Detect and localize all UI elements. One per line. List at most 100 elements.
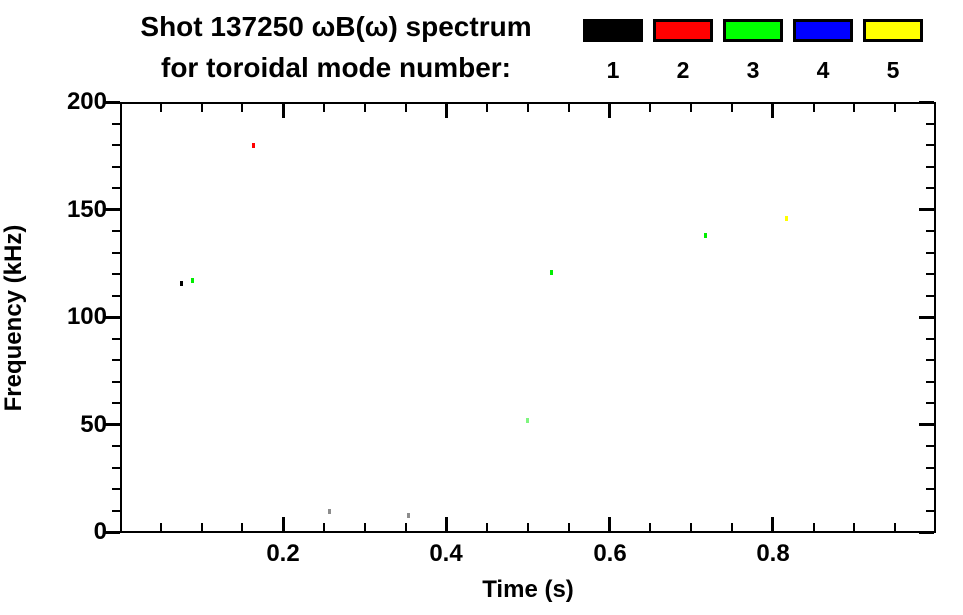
y-minor-tick bbox=[112, 381, 120, 383]
y-minor-tick bbox=[112, 467, 120, 469]
x-minor-tick-top bbox=[241, 104, 243, 112]
y-minor-tick-right bbox=[926, 381, 934, 383]
x-major-tick-top bbox=[771, 104, 774, 118]
spectrum-point-mode-3 bbox=[704, 233, 707, 238]
legend-swatch-mode-2 bbox=[653, 19, 713, 42]
y-major-tick-right bbox=[919, 316, 934, 319]
y-minor-tick bbox=[112, 402, 120, 404]
y-minor-tick-right bbox=[926, 295, 934, 297]
y-minor-tick-right bbox=[926, 187, 934, 189]
y-minor-tick bbox=[112, 123, 120, 125]
spectrum-point-mode-1 bbox=[180, 281, 183, 286]
spectrum-point-mode-3 bbox=[550, 270, 553, 275]
spectrum-point-mode-2 bbox=[252, 143, 255, 148]
x-minor-tick bbox=[568, 523, 570, 531]
legend-swatch-mode-5 bbox=[863, 19, 923, 42]
x-minor-tick bbox=[323, 523, 325, 531]
y-major-tick bbox=[105, 423, 120, 426]
x-minor-tick-top bbox=[568, 104, 570, 112]
y-minor-tick-right bbox=[926, 273, 934, 275]
spectrum-point-mode-3 bbox=[191, 278, 194, 283]
legend-label-mode-4: 4 bbox=[816, 57, 830, 83]
x-major-tick-top bbox=[445, 104, 448, 118]
x-minor-tick-top bbox=[405, 104, 407, 112]
y-minor-tick bbox=[112, 166, 120, 168]
y-minor-tick-right bbox=[926, 359, 934, 361]
x-minor-tick-top bbox=[323, 104, 325, 112]
y-tick-label-50: 50 bbox=[80, 411, 107, 438]
x-minor-tick bbox=[853, 523, 855, 531]
y-major-tick bbox=[105, 531, 120, 534]
x-tick-label-0.6: 0.6 bbox=[593, 540, 627, 567]
x-minor-tick bbox=[405, 523, 407, 531]
y-minor-tick-right bbox=[926, 467, 934, 469]
legend-label-mode-5: 5 bbox=[886, 57, 900, 83]
x-minor-tick-top bbox=[853, 104, 855, 112]
y-minor-tick bbox=[112, 252, 120, 254]
spectrum-point-mode-1 bbox=[328, 509, 331, 514]
y-major-tick-right bbox=[919, 208, 934, 211]
y-minor-tick-right bbox=[926, 144, 934, 146]
x-minor-tick bbox=[201, 523, 203, 531]
x-minor-tick bbox=[649, 523, 651, 531]
y-major-tick bbox=[105, 101, 120, 104]
legend-label-mode-3: 3 bbox=[746, 57, 760, 83]
x-minor-tick bbox=[160, 523, 162, 531]
x-major-tick-top bbox=[282, 104, 285, 118]
x-major-tick bbox=[608, 517, 611, 531]
spectrum-point-mode-1 bbox=[407, 513, 410, 518]
x-tick-label-0.8: 0.8 bbox=[756, 540, 790, 567]
legend-swatch-mode-3 bbox=[723, 19, 783, 42]
x-minor-tick-top bbox=[201, 104, 203, 112]
y-minor-tick-right bbox=[926, 402, 934, 404]
x-minor-tick-top bbox=[894, 104, 896, 112]
x-major-tick bbox=[445, 517, 448, 531]
x-tick-label-0.2: 0.2 bbox=[266, 540, 300, 567]
y-minor-tick-right bbox=[926, 510, 934, 512]
y-minor-tick-right bbox=[926, 488, 934, 490]
y-minor-tick bbox=[112, 338, 120, 340]
legend-swatch-mode-4 bbox=[793, 19, 853, 42]
x-minor-tick bbox=[731, 523, 733, 531]
y-minor-tick-right bbox=[926, 123, 934, 125]
y-major-tick-right bbox=[919, 423, 934, 426]
x-minor-tick bbox=[527, 523, 529, 531]
legend-label-mode-2: 2 bbox=[676, 57, 690, 83]
x-minor-tick bbox=[364, 523, 366, 531]
x-tick-label-0.4: 0.4 bbox=[429, 540, 463, 567]
x-minor-tick-top bbox=[813, 104, 815, 112]
y-minor-tick-right bbox=[926, 166, 934, 168]
plot-title-line2: for toroidal mode number: bbox=[161, 52, 511, 83]
y-minor-tick bbox=[112, 359, 120, 361]
y-major-tick-right bbox=[919, 101, 934, 104]
x-minor-tick-top bbox=[731, 104, 733, 112]
y-axis-title: Frequency (kHz) bbox=[0, 224, 27, 412]
y-tick-label-150: 150 bbox=[66, 196, 107, 223]
legend-label-mode-1: 1 bbox=[606, 57, 620, 83]
y-tick-label-0: 0 bbox=[93, 518, 107, 545]
spectrum-point-mode-5 bbox=[785, 216, 788, 221]
y-minor-tick bbox=[112, 273, 120, 275]
x-minor-tick bbox=[241, 523, 243, 531]
x-minor-tick-top bbox=[527, 104, 529, 112]
y-tick-label-200: 200 bbox=[66, 88, 107, 115]
legend-swatch-mode-1 bbox=[583, 19, 643, 42]
x-axis-title: Time (s) bbox=[482, 576, 574, 603]
x-major-tick bbox=[282, 517, 285, 531]
y-major-tick-right bbox=[919, 531, 934, 534]
y-minor-tick bbox=[112, 230, 120, 232]
y-minor-tick-right bbox=[926, 252, 934, 254]
x-minor-tick-top bbox=[649, 104, 651, 112]
x-minor-tick-top bbox=[486, 104, 488, 112]
x-minor-tick bbox=[894, 523, 896, 531]
y-minor-tick bbox=[112, 445, 120, 447]
y-minor-tick bbox=[112, 488, 120, 490]
x-minor-tick bbox=[486, 523, 488, 531]
y-tick-label-100: 100 bbox=[66, 303, 107, 330]
x-minor-tick-top bbox=[690, 104, 692, 112]
y-major-tick bbox=[105, 316, 120, 319]
y-minor-tick bbox=[112, 510, 120, 512]
y-minor-tick-right bbox=[926, 445, 934, 447]
x-minor-tick-top bbox=[160, 104, 162, 112]
